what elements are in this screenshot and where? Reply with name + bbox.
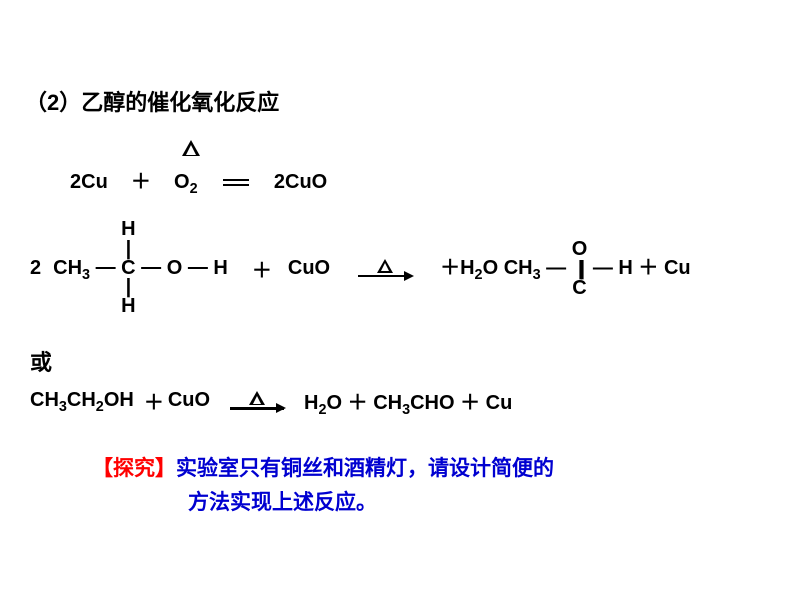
bond: | [121,279,135,295]
carbonyl-o: O [572,238,588,260]
ethanol-top-h: H [121,218,135,240]
acet-ch3: CH [504,256,533,278]
aldehyde-h: H [618,256,632,278]
eq1-rhs: 2CuO [274,171,327,193]
arrow-icon [230,407,284,410]
eq2-plus: ＋ [252,254,272,283]
ethanol-oh-h: H [213,257,227,279]
eq3-h2o-h: H [304,392,318,414]
ethanol-o: O [167,257,183,279]
eq3-cu: Cu [486,392,513,414]
water-sub: 2 [475,266,483,282]
heat-symbol-icon [249,391,265,405]
equals-sign [223,179,249,186]
bond: — [593,256,613,278]
water-o: O [483,256,499,278]
explore-block: 【探究】实验室只有铜丝和酒精灯，请设计简便的 方法实现上述反应。 [92,452,554,520]
eq3-sub3: 3 [59,399,67,415]
eq3-cho: CHO [410,392,454,414]
bond: — [96,256,116,278]
or-label: 或 [30,345,52,377]
eq3-sub2: 2 [96,399,104,415]
reaction-arrow-eq3 [230,391,284,410]
explore-tag: 【探究】 [92,457,176,480]
plus-sign: ＋ [638,256,658,278]
product-cu: Cu [664,256,691,278]
eq2-cuo: CuO [288,257,330,280]
equation-3: CH3CH2OH ＋ CuO H2O ＋ CH3CHO ＋ Cu [30,386,512,415]
ethanol-structure: CH3 — H | C | H — O — H [53,218,228,318]
water-h: H [460,256,474,278]
section-heading: （2）乙醇的催化氧化反应 [25,85,279,117]
plus-sign: ＋ [348,392,368,414]
eq3-ch3cho-sub: 3 [402,402,410,418]
eq1-lhs-a: 2Cu [70,171,108,193]
double-bond: || [572,261,588,277]
reaction-arrow-eq2 [358,259,412,278]
eq3-cuo: CuO [168,389,210,412]
eq1-lhs-b: O [174,171,190,193]
plus-sign: ＋ [460,392,480,414]
eq3-oh: OH [104,389,134,411]
ethanol-bottom-h: H [121,295,135,317]
bond: — [188,256,208,278]
eq3-ch3cho-a: CH [373,392,402,414]
carbonyl-group: O || C [572,238,588,299]
equation-1: 2Cu ＋ O2 2CuO [70,165,327,194]
eq3-ch3: CH [30,389,59,411]
heat-symbol-icon [377,259,393,273]
eq1-plus: ＋ [131,171,151,193]
arrow-icon [358,275,412,278]
eq2-coef: 2 [30,257,41,280]
eq3-h2o-sub: 2 [318,402,326,418]
eq3-plus: ＋ [144,386,164,415]
eq3-ch2: CH [67,389,96,411]
bond: — [141,256,161,278]
explore-line1: 实验室只有铜丝和酒精灯，请设计简便的 [176,457,554,480]
bond: | [121,241,135,257]
eq3-h2o-o: O [327,392,343,414]
eq1-lhs-b-sub: 2 [190,181,198,197]
ethanol-ch3: CH [53,257,82,279]
ethanol-ch3-sub: 3 [82,267,90,283]
heat-symbol-eq1 [182,140,200,161]
acet-ch3-sub: 3 [533,266,541,282]
plus-sign: ＋ [440,256,460,278]
carbonyl-c: C [572,277,588,299]
bond: — [546,256,566,278]
eq2-products: ＋H2O CH3 — O || C — H ＋ Cu [440,238,691,299]
explore-line2: 方法实现上述反应。 [188,491,377,514]
equation-2: 2 CH3 — H | C | H — O — H ＋ CuO ＋H2O CH3… [30,218,691,318]
